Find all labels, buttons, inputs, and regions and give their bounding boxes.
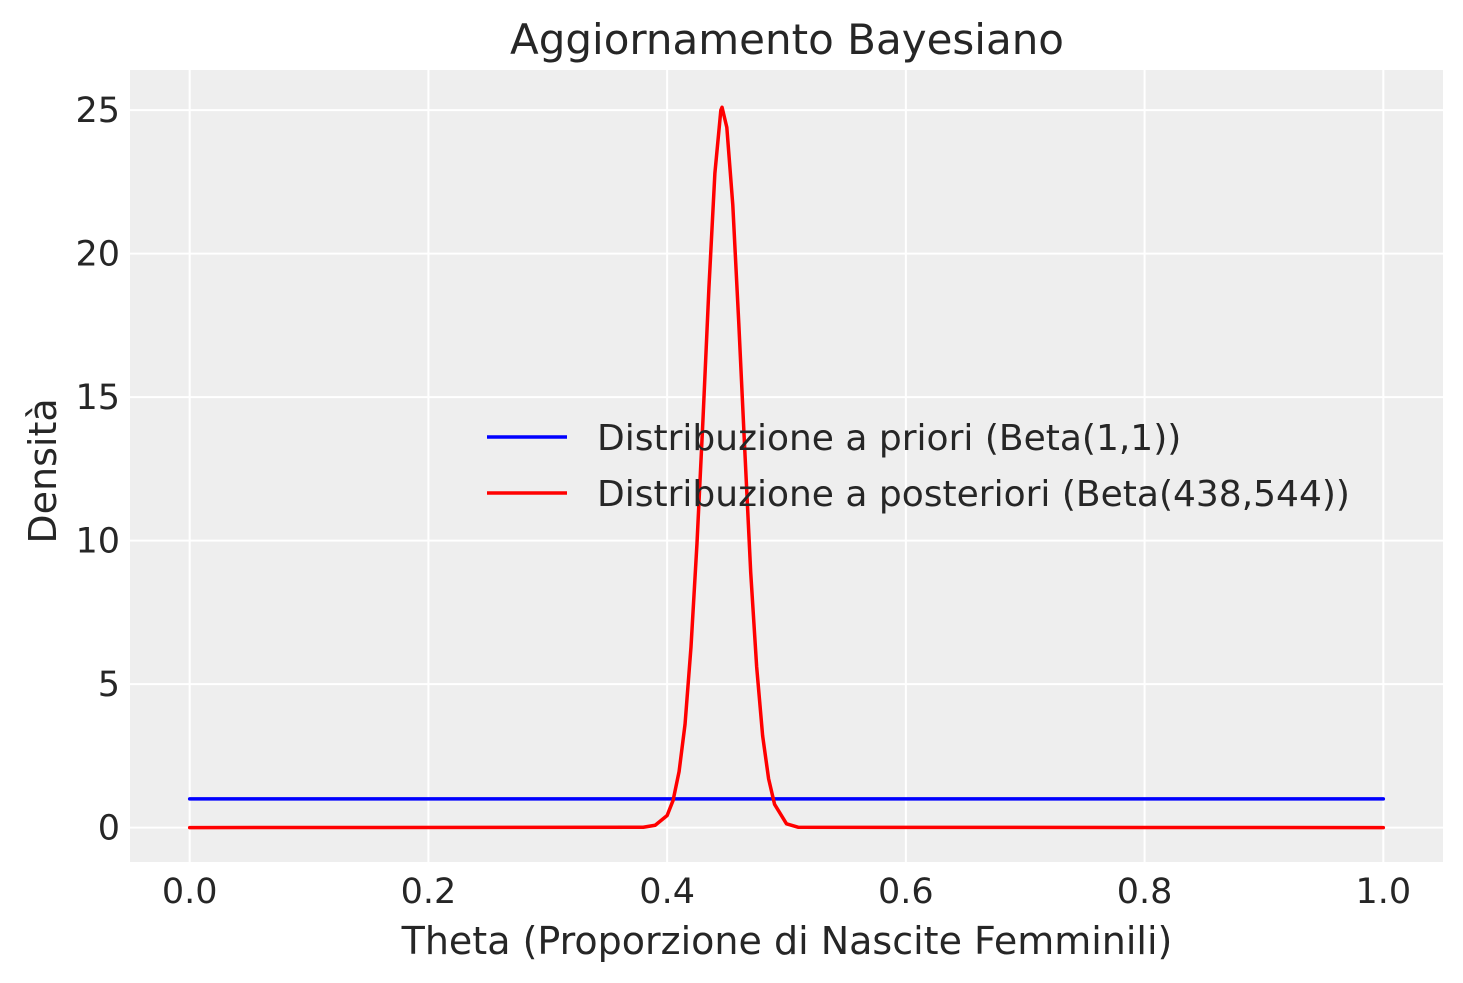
y-tick-label: 15 [75,378,120,418]
x-tick-label: 0.0 [162,872,218,912]
x-tick-label: 0.4 [639,872,695,912]
x-tick-label: 0.6 [878,872,934,912]
x-axis-label: Theta (Proporzione di Nascite Femminili) [401,919,1173,963]
posterior-line [187,105,1386,830]
y-tick-label: 5 [98,665,120,705]
chart-title: Aggiornamento Bayesiano [510,15,1064,64]
series-layer [187,105,1386,830]
x-tick-label: 0.8 [1117,872,1173,912]
y-axis-label: Densità [21,398,65,543]
y-tick-label: 10 [75,522,120,562]
plot-area [130,70,1443,862]
x-tick-label: 1.0 [1355,872,1411,912]
y-tick-label: 0 [98,809,120,849]
legend: Distribuzione a priori (Beta(1,1)) Distr… [487,418,1350,515]
y-tick-label: 25 [75,91,120,131]
legend-label-prior: Distribuzione a priori (Beta(1,1)) [597,418,1181,459]
tick-labels: 0.0 0.2 0.4 0.6 0.8 1.0 0 5 10 15 20 25 [75,91,1411,912]
x-tick-label: 0.2 [401,872,457,912]
legend-label-posterior: Distribuzione a posteriori (Beta(438,544… [597,474,1350,515]
y-tick-label: 20 [75,235,120,275]
